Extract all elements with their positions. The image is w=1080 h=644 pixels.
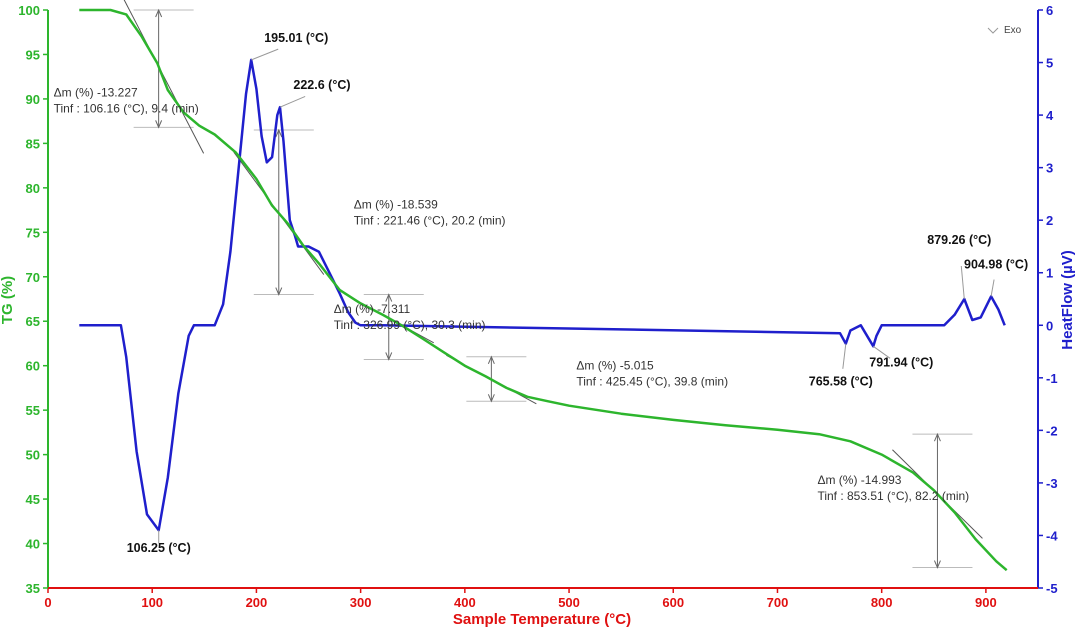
- mass-loss-label: Δm (%) -18.539: [354, 197, 438, 211]
- y-left-axis-title: TG (%): [0, 276, 16, 324]
- x-tick-label: 800: [871, 595, 893, 610]
- mass-loss-label: Δm (%) -14.993: [817, 473, 901, 487]
- x-tick-label: 700: [767, 595, 789, 610]
- arrow-up-icon: [933, 432, 941, 442]
- exo-arrow-icon: [987, 27, 999, 34]
- y-right-tick-label: 3: [1046, 161, 1053, 176]
- y-right-tick-label: 6: [1046, 3, 1053, 18]
- peak-leader-line: [990, 279, 995, 297]
- peak-label: 222.6 (°C): [293, 78, 350, 92]
- x-tick-label: 400: [454, 595, 476, 610]
- peak-leader-line: [842, 343, 847, 369]
- y-left-tick-label: 100: [18, 3, 40, 18]
- tinf-label: Tinf : 221.46 (°C), 20.2 (min): [354, 213, 506, 227]
- y-right-tick-label: 1: [1046, 266, 1053, 281]
- x-tick-label: 300: [350, 595, 372, 610]
- x-tick-label: 500: [558, 595, 580, 610]
- arrow-down-icon: [933, 560, 941, 569]
- tg-line: [79, 8, 1008, 572]
- y-right-tick-label: -2: [1046, 423, 1058, 438]
- arrow-down-icon: [275, 287, 283, 296]
- y-left-tick-label: 70: [26, 270, 40, 285]
- peak-label: 879.26 (°C): [927, 233, 991, 247]
- y-right-tick-label: 5: [1046, 56, 1053, 71]
- tinf-label: Tinf : 853.51 (°C), 82.2 (min): [817, 489, 969, 503]
- y-left-tick-label: 95: [26, 47, 40, 62]
- peak-label: 195.01 (°C): [264, 31, 328, 45]
- legend-exo: Exo: [1004, 25, 1022, 36]
- y-left-tick-label: 80: [26, 181, 40, 196]
- x-tick-label: 0: [44, 595, 51, 610]
- y-left-tick-label: 90: [26, 92, 40, 107]
- y-left-tick-label: 35: [26, 581, 40, 596]
- arrow-down-icon: [487, 394, 495, 403]
- tinf-label: Tinf : 326.99 (°C), 30.3 (min): [334, 318, 486, 332]
- labels-layer: Δm (%) -13.227 Tinf : 106.16 (°C), 9.4 (m…: [54, 31, 1028, 555]
- y-left-tick-label: 85: [26, 136, 40, 151]
- x-tick-label: 100: [141, 595, 163, 610]
- peak-leader-line: [251, 48, 279, 61]
- y-left-tick-label: 45: [26, 492, 40, 507]
- y-right-tick-label: -5: [1046, 581, 1058, 596]
- axes: 0 100 200 300 400 500 600 700 800 900354045505560…: [18, 3, 1058, 610]
- y-right-tick-label: 2: [1046, 213, 1053, 228]
- y-left-tick-label: 50: [26, 448, 40, 463]
- mass-loss-label: Δm (%) -13.227: [54, 85, 138, 99]
- arrow-up-icon: [155, 8, 163, 18]
- y-right-tick-label: 0: [1046, 318, 1053, 333]
- tinf-label: Tinf : 425.45 (°C), 39.8 (min): [576, 375, 728, 389]
- y-right-tick-label: -1: [1046, 371, 1058, 386]
- x-tick-label: 200: [246, 595, 268, 610]
- arrow-down-icon: [155, 120, 163, 129]
- peak-label: 106.25 (°C): [127, 541, 191, 555]
- arrow-up-icon: [487, 355, 495, 364]
- y-right-tick-label: -3: [1046, 476, 1058, 491]
- peak-label: 765.58 (°C): [809, 375, 873, 389]
- y-right-tick-label: -4: [1046, 528, 1058, 543]
- series-layer: [79, 8, 1008, 572]
- tinf-label: Tinf : 106.16 (°C), 9.4 (min): [54, 101, 199, 115]
- peak-leader-line: [872, 345, 891, 359]
- mass-loss-label: Δm (%) -5.015: [576, 359, 654, 373]
- peak-leader-line: [960, 265, 965, 300]
- peak-leader-line: [279, 95, 306, 108]
- arrow-up-icon: [385, 293, 393, 302]
- y-left-tick-label: 75: [26, 225, 40, 240]
- x-axis-title: Sample Temperature (°C): [453, 611, 631, 628]
- mass-loss-label: Δm (%) -7.311: [334, 302, 411, 316]
- heatflow-line: [79, 58, 1006, 532]
- y-left-tick-label: 55: [26, 403, 40, 418]
- x-tick-label: 600: [662, 595, 684, 610]
- y-left-tick-label: 40: [26, 537, 40, 552]
- legend: Exo: [987, 25, 1022, 36]
- y-left-tick-label: 65: [26, 314, 40, 329]
- arrow-up-icon: [275, 128, 283, 138]
- y-left-tick-label: 60: [26, 359, 40, 374]
- y-right-tick-label: 4: [1046, 108, 1054, 123]
- peak-label: 791.94 (°C): [869, 355, 933, 369]
- arrow-down-icon: [385, 352, 393, 361]
- x-tick-label: 900: [975, 595, 997, 610]
- peak-label: 904.98 (°C): [964, 257, 1028, 271]
- y-right-axis-title: HeatFlow (µV): [1059, 250, 1076, 349]
